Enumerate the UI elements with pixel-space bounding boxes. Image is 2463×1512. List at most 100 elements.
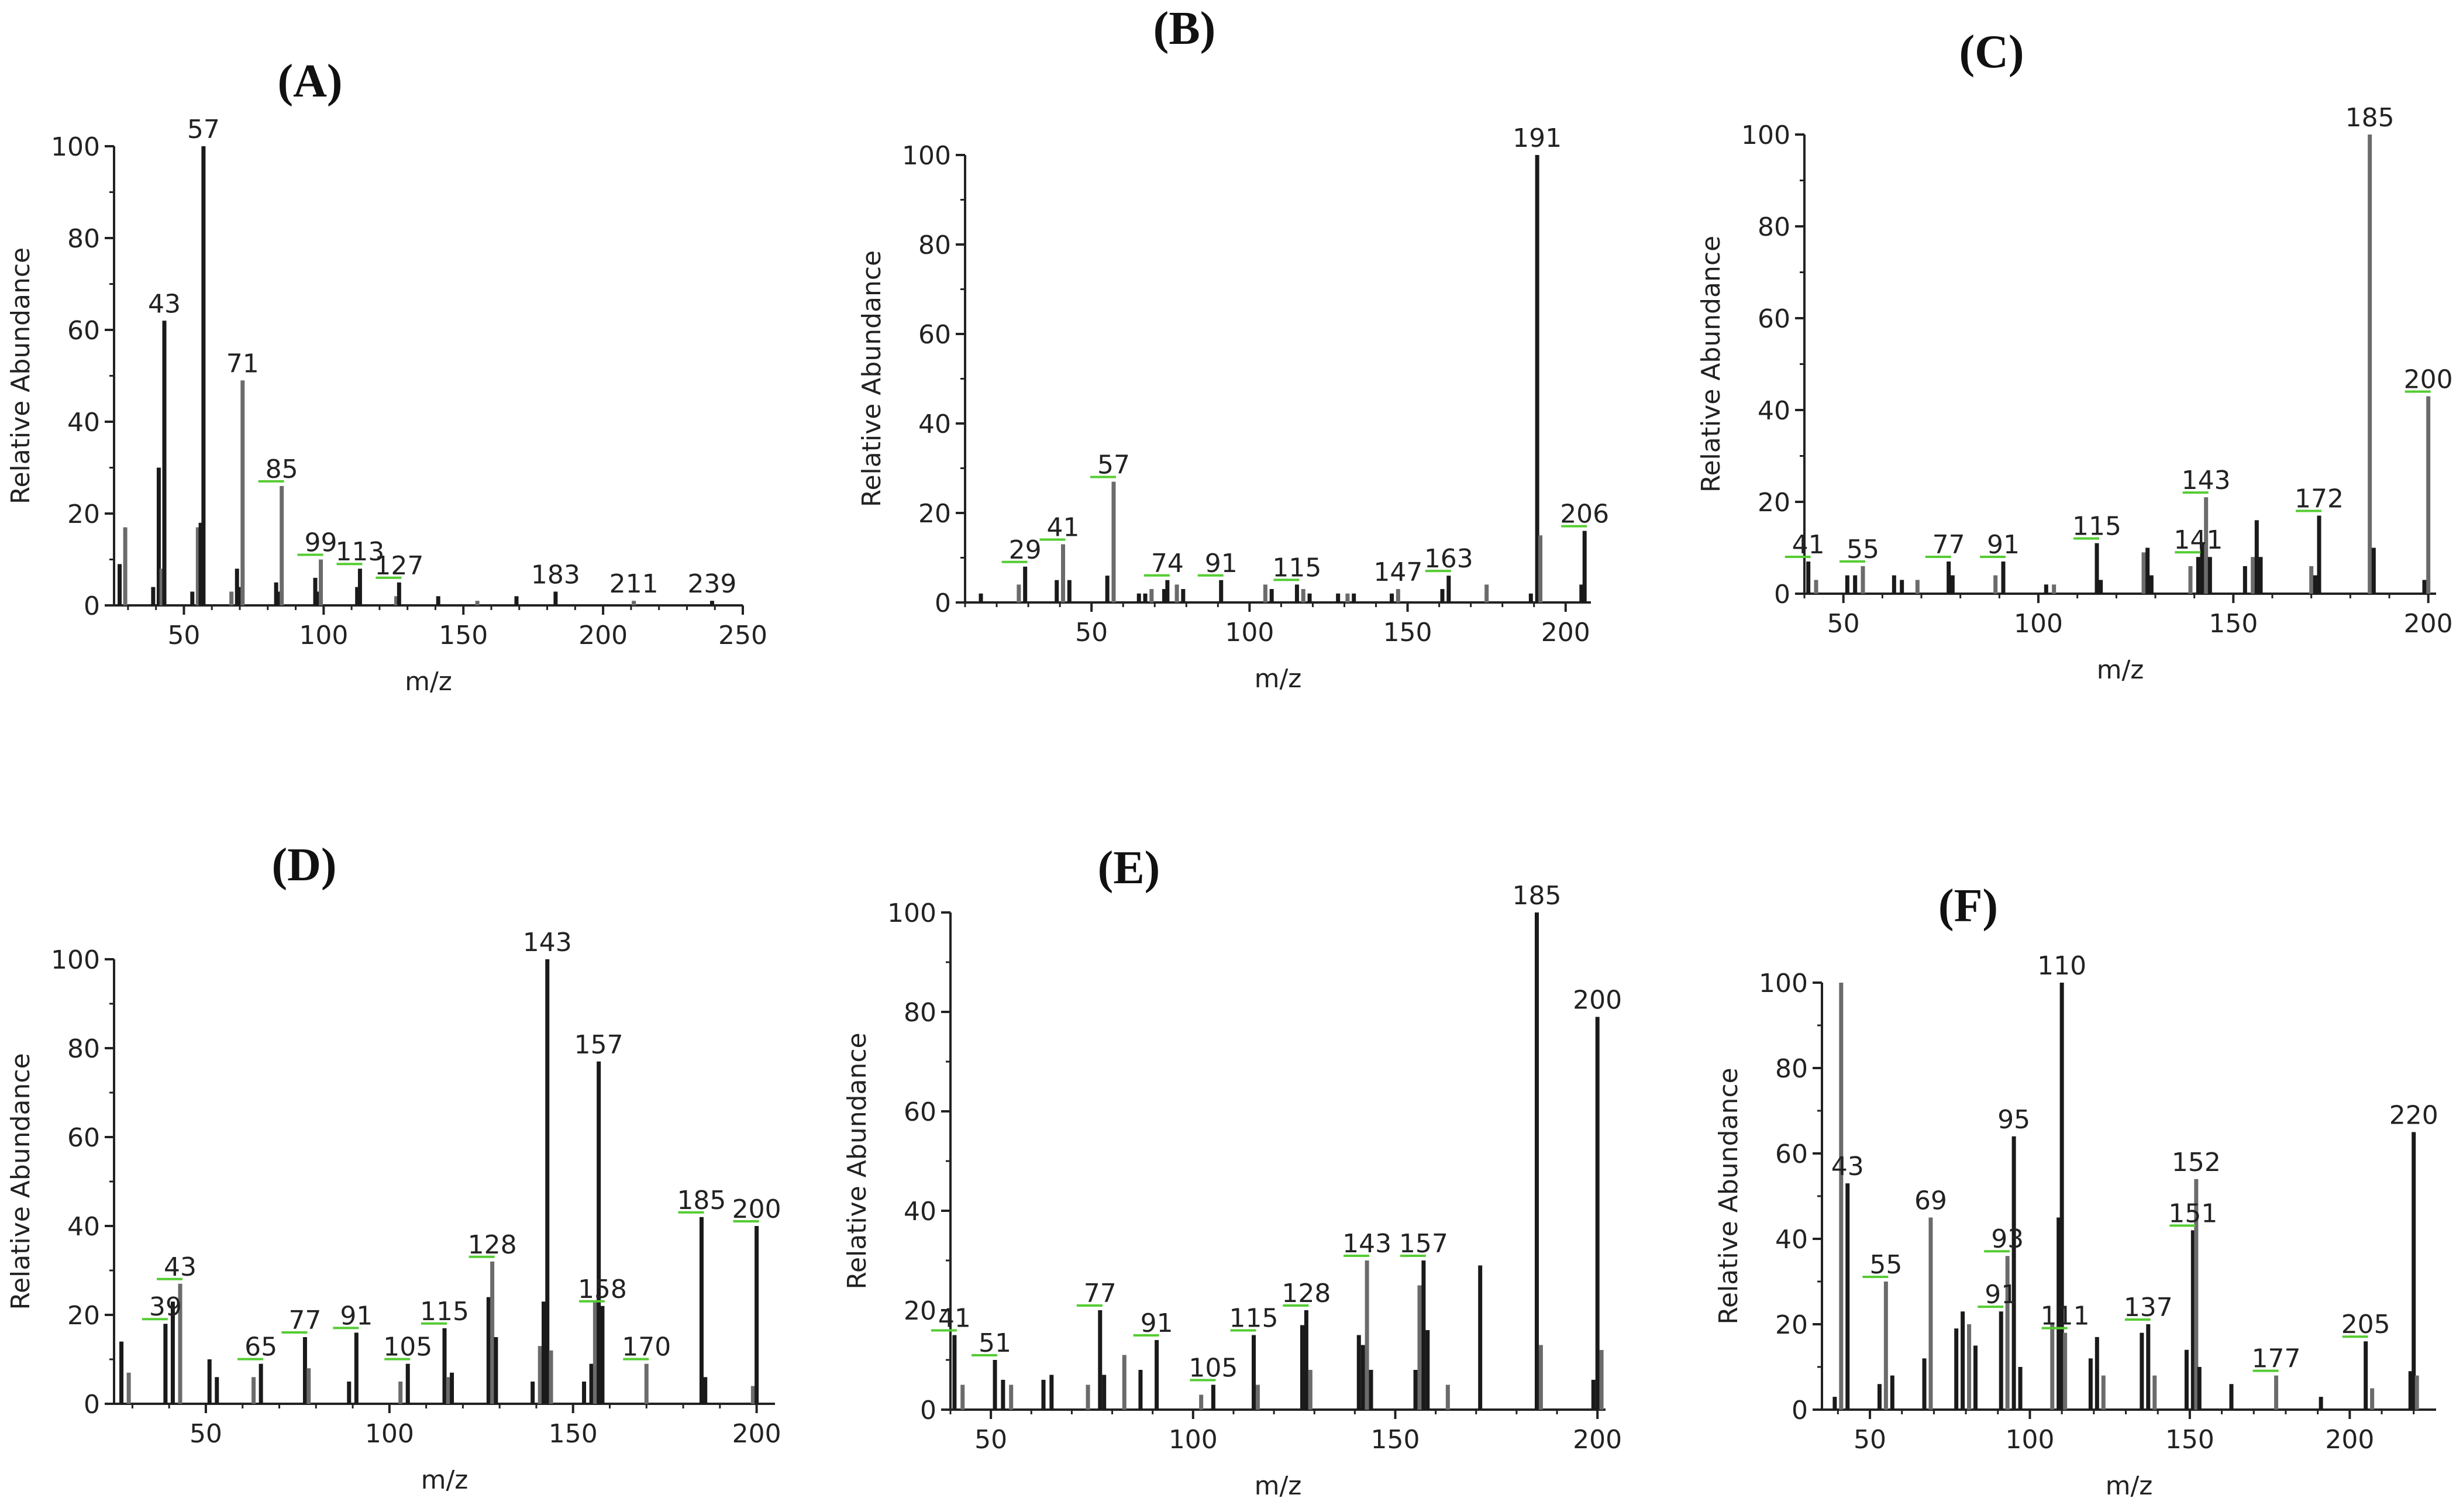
x-tick-label: 50: [190, 1419, 222, 1449]
peak-label: 185: [1512, 881, 1561, 911]
y-tick-label: 80: [1775, 1054, 1808, 1084]
peak-label: 183: [531, 560, 580, 590]
spectrum-panel-3: (C) 0 20 40 60 80 100 50 100 150 200 m/z Relative Ab…: [1696, 26, 2453, 685]
y-tick-label: 100: [887, 898, 936, 928]
x-tick-label: 150: [1371, 1425, 1420, 1455]
y-tick-label: 40: [918, 409, 951, 439]
x-tick-label: 250: [718, 621, 767, 650]
peak-label: 57: [1097, 450, 1130, 480]
peak-label: 143: [523, 928, 572, 958]
peak-label: 91: [1987, 530, 2020, 560]
peak-label: 91: [1141, 1308, 1173, 1338]
y-tick-label: 20: [904, 1296, 936, 1326]
peak-label: 115: [2072, 512, 2121, 542]
spectrum-panel-2: (B) 0 20 40 60 80 100 50 100 150 200 m/z Relative Ab…: [857, 3, 1609, 694]
peak-label: 143: [2182, 466, 2231, 495]
y-tick-label: 60: [904, 1097, 936, 1127]
peak-label: 43: [164, 1252, 197, 1282]
peak-label: 29: [1009, 535, 1042, 565]
x-tick-label: 150: [1383, 618, 1432, 647]
peak-label: 85: [266, 454, 298, 484]
x-tick-label: 50: [1075, 618, 1108, 647]
panel-title: (D): [271, 839, 336, 891]
spectrum-panel-5: (E) 0 20 40 60 80 100 50 100 150 200 m/z Relative Ab…: [842, 842, 1622, 1501]
peak-label: 115: [1272, 553, 1321, 583]
y-tick-label: 20: [1775, 1310, 1808, 1340]
peak-label: 185: [677, 1186, 726, 1215]
peak-label: 157: [574, 1030, 623, 1060]
y-tick-label: 80: [1758, 212, 1790, 242]
x-tick-label: 150: [2165, 1425, 2214, 1455]
x-axis-title: m/z: [1255, 664, 1302, 694]
peak-label: 211: [609, 569, 659, 599]
peak-label: 191: [1513, 123, 1562, 153]
peak-label: 128: [468, 1230, 517, 1260]
peak-label: 69: [1914, 1186, 1947, 1216]
peak-label: 128: [1282, 1279, 1331, 1308]
y-tick-label: 20: [1758, 488, 1790, 518]
peak-label: 152: [2172, 1148, 2221, 1177]
y-tick-label: 60: [918, 320, 951, 350]
y-tick-label: 40: [1775, 1225, 1808, 1255]
x-tick-label: 200: [578, 621, 628, 650]
spectrum-panel-4: (D) 0 20 40 60 80 100 50 100 150 200 m/z Relative Ab…: [6, 839, 781, 1495]
y-tick-label: 100: [1759, 969, 1808, 998]
y-tick-label: 60: [67, 1123, 100, 1153]
x-axis-title: m/z: [405, 667, 452, 697]
y-tick-label: 80: [918, 230, 951, 260]
y-tick-label: 0: [1792, 1396, 1808, 1425]
y-tick-label: 60: [1758, 304, 1790, 334]
peak-label: 95: [1997, 1105, 2030, 1135]
peak-label: 91: [1985, 1280, 2017, 1310]
x-tick-label: 100: [365, 1419, 414, 1449]
y-axis-title: Relative Abundance: [6, 247, 36, 504]
y-axis-title: Relative Abundance: [842, 1032, 872, 1289]
peak-label: 77: [1932, 530, 1965, 560]
peak-label: 77: [1084, 1279, 1117, 1308]
peak-label: 170: [622, 1332, 671, 1362]
peak-label: 137: [2124, 1293, 2173, 1322]
y-tick-label: 20: [918, 499, 951, 529]
x-tick-label: 100: [1169, 1425, 1218, 1455]
peak-label: 41: [1047, 513, 1080, 543]
x-tick-label: 200: [1573, 1425, 1622, 1455]
x-tick-label: 150: [549, 1419, 598, 1449]
y-tick-label: 100: [902, 141, 951, 171]
peak-label: 74: [1151, 549, 1184, 578]
peak-label: 71: [226, 349, 259, 378]
y-tick-label: 40: [67, 408, 100, 438]
peak-label: 55: [1847, 535, 1879, 564]
peak-label: 177: [2252, 1344, 2301, 1374]
peak-label: 113: [335, 537, 384, 567]
y-tick-label: 100: [51, 945, 100, 975]
peak-label: 172: [2295, 484, 2344, 514]
y-axis-title: Relative Abundance: [6, 1053, 36, 1310]
x-axis-title: m/z: [2106, 1471, 2153, 1501]
y-tick-label: 80: [67, 224, 100, 254]
peak-label: 39: [149, 1292, 182, 1322]
peak-label: 239: [687, 569, 736, 599]
peak-label: 151: [2168, 1198, 2217, 1228]
peak-label: 127: [374, 551, 423, 581]
y-axis-title: Relative Abundance: [1696, 236, 1726, 492]
x-axis-title: m/z: [2097, 655, 2144, 685]
x-axis-title: m/z: [1255, 1471, 1302, 1501]
x-tick-label: 200: [732, 1419, 781, 1449]
y-tick-label: 0: [84, 591, 100, 621]
x-tick-label: 100: [2014, 609, 2063, 639]
y-tick-label: 0: [1774, 580, 1790, 609]
x-tick-label: 200: [1541, 618, 1590, 647]
x-axis-title: m/z: [421, 1465, 469, 1495]
y-axis-title: Relative Abundance: [1714, 1067, 1744, 1324]
x-tick-label: 50: [167, 621, 200, 650]
spectrum-panel-6: (F) 0 20 40 60 80 100 50 100 150 200 m/z Relative Ab…: [1714, 880, 2438, 1501]
y-tick-label: 0: [84, 1390, 100, 1420]
peak-label: 105: [383, 1332, 432, 1362]
y-tick-label: 40: [904, 1197, 936, 1227]
peak-label: 220: [2389, 1101, 2438, 1131]
y-tick-label: 40: [67, 1212, 100, 1242]
peak-label: 185: [2345, 103, 2395, 133]
peak-label: 141: [2173, 525, 2223, 555]
x-tick-label: 100: [2005, 1425, 2054, 1455]
